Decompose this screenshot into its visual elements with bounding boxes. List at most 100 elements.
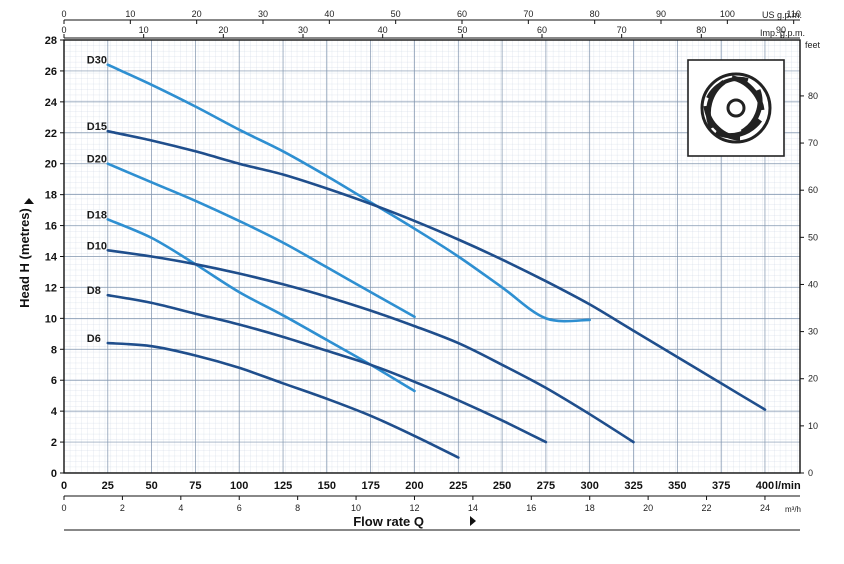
curve-label-d20: D20: [87, 154, 107, 166]
lmin-tick-label: 225: [449, 480, 467, 492]
y-tick-label: 8: [51, 344, 57, 356]
feet-tick-label: 10: [808, 421, 818, 431]
us-gpm-tick-label: 90: [656, 9, 666, 19]
y-tick-label: 26: [45, 66, 57, 78]
us-gpm-tick-label: 20: [192, 9, 202, 19]
curve-label-d8: D8: [87, 285, 101, 297]
imp-gpm-tick-label: 20: [218, 25, 228, 35]
y-tick-label: 14: [45, 252, 58, 264]
lmin-tick-label: 175: [361, 480, 379, 492]
m3h-tick-label: 20: [643, 503, 653, 513]
feet-tick-label: 60: [808, 185, 818, 195]
feet-tick-label: 0: [808, 468, 813, 478]
m3h-unit-label: m³/h: [785, 505, 801, 514]
lmin-tick-label: 275: [537, 480, 555, 492]
lmin-tick-label: 350: [668, 480, 686, 492]
us-gpm-tick-label: 10: [125, 9, 135, 19]
imp-gpm-tick-label: 90: [776, 25, 786, 35]
m3h-tick-label: 12: [409, 503, 419, 513]
y-tick-label: 28: [45, 35, 57, 47]
curve-d20: [106, 162, 416, 319]
lmin-tick-label: 300: [581, 480, 599, 492]
us-gpm-tick-label: 100: [720, 9, 735, 19]
y-tick-label: 24: [45, 97, 58, 109]
impeller-icon: [700, 72, 772, 144]
feet-tick-label: 50: [808, 232, 818, 242]
y-tick-label: 12: [45, 282, 57, 294]
lmin-tick-label: 250: [493, 480, 511, 492]
us-gpm-tick-label: 30: [258, 9, 268, 19]
curve-d15: [106, 129, 767, 411]
feet-tick-label: 20: [808, 374, 818, 384]
lmin-unit-label: l/min: [775, 480, 801, 492]
y-tick-label: 2: [51, 437, 57, 449]
m3h-tick-label: 18: [585, 503, 595, 513]
imp-gpm-tick-label: 70: [617, 25, 627, 35]
pump-curves: [106, 63, 767, 459]
m3h-tick-label: 2: [120, 503, 125, 513]
y-tick-label: 10: [45, 313, 57, 325]
us-gpm-tick-label: 0: [61, 9, 66, 19]
us-gpm-tick-label: 80: [590, 9, 600, 19]
us-gpm-tick-label: 70: [523, 9, 533, 19]
m3h-tick-label: 6: [237, 503, 242, 513]
impeller-diagram: [687, 59, 785, 157]
lmin-tick-label: 400: [756, 480, 774, 492]
lmin-tick-label: 0: [61, 480, 67, 492]
imp-gpm-tick-label: 30: [298, 25, 308, 35]
feet-unit-label: feet: [805, 40, 821, 50]
lmin-tick-label: 125: [274, 480, 292, 492]
curve-d8: [106, 293, 548, 444]
lmin-tick-label: 375: [712, 480, 730, 492]
imp-gpm-tick-label: 0: [61, 25, 66, 35]
lmin-tick-label: 75: [189, 480, 201, 492]
y-axis-arrow-icon: [24, 198, 34, 204]
feet-tick-label: 70: [808, 138, 818, 148]
m3h-tick-label: 10: [351, 503, 361, 513]
m3h-tick-label: 22: [702, 503, 712, 513]
curve-label-d6: D6: [87, 333, 101, 345]
curve-label-d30: D30: [87, 55, 107, 67]
y-tick-label: 18: [45, 190, 57, 202]
imp-gpm-tick-label: 50: [457, 25, 467, 35]
m3h-tick-label: 0: [61, 503, 66, 513]
m3h-tick-label: 14: [468, 503, 478, 513]
x-axis-arrow-icon: [470, 516, 476, 526]
curve-d10: [106, 249, 635, 444]
imp-gpm-tick-label: 40: [378, 25, 388, 35]
us-gpm-unit-label: US g.p.m.: [762, 10, 802, 20]
lmin-tick-label: 325: [624, 480, 642, 492]
us-gpm-tick-label: 40: [324, 9, 334, 19]
curve-labels: D30 D15 D20 D18 D10 D8 D6: [87, 55, 107, 345]
curve-d30: [106, 63, 591, 323]
y-axis-label: Head H (metres): [17, 208, 32, 308]
feet-tick-label: 30: [808, 327, 818, 337]
imp-gpm-tick-label: 60: [537, 25, 547, 35]
imp-gpm-unit-label: Imp. g.p.m.: [760, 28, 805, 38]
curve-label-d10: D10: [87, 240, 107, 252]
m3h-tick-label: 8: [295, 503, 300, 513]
axes: 0246810121416182022242628010203040506070…: [45, 9, 818, 531]
curve-label-d15: D15: [87, 121, 107, 133]
y-tick-label: 20: [45, 159, 57, 171]
us-gpm-tick-label: 60: [457, 9, 467, 19]
us-gpm-tick-label: 50: [391, 9, 401, 19]
lmin-tick-label: 25: [102, 480, 114, 492]
lmin-tick-label: 50: [145, 480, 157, 492]
curve-d6: [106, 341, 460, 459]
us-gpm-tick-label: 110: [787, 9, 801, 19]
lmin-tick-label: 100: [230, 480, 248, 492]
y-tick-label: 0: [51, 468, 57, 480]
m3h-tick-label: 16: [526, 503, 536, 513]
y-tick-label: 22: [45, 128, 57, 140]
feet-tick-label: 40: [808, 279, 818, 289]
lmin-tick-label: 150: [318, 480, 336, 492]
y-tick-label: 6: [51, 375, 57, 387]
y-tick-label: 16: [45, 221, 57, 233]
feet-tick-label: 80: [808, 91, 818, 101]
imp-gpm-tick-label: 80: [696, 25, 706, 35]
curve-label-d18: D18: [87, 209, 107, 221]
y-tick-label: 4: [51, 406, 58, 418]
lmin-tick-label: 200: [405, 480, 423, 492]
